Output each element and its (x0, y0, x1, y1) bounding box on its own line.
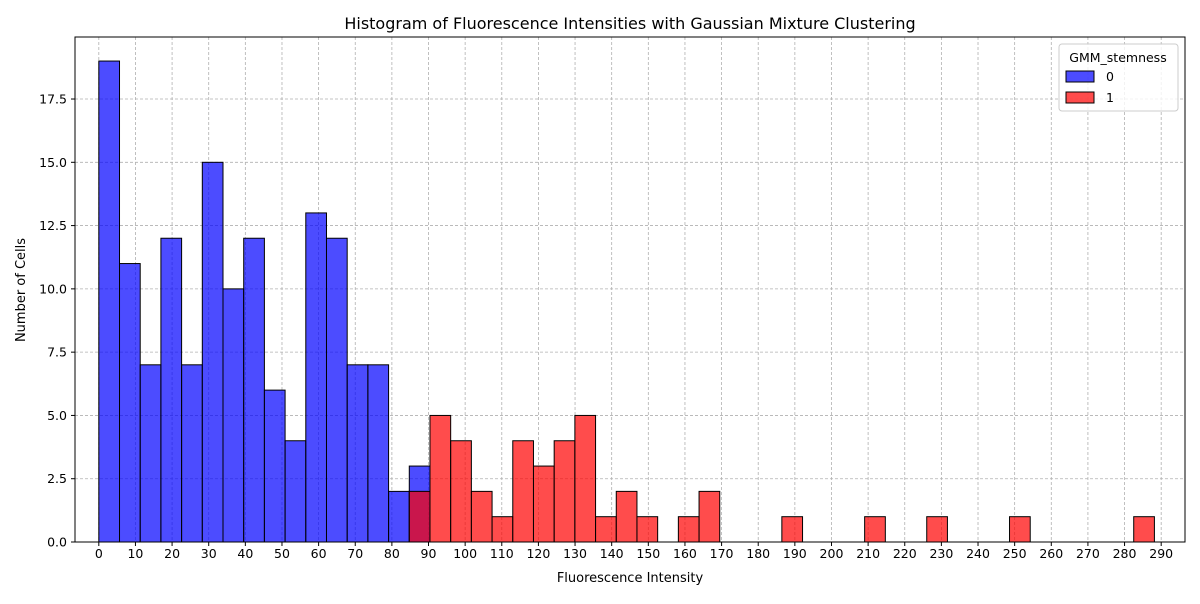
bar-series-1 (553, 440, 576, 543)
bar-series-0 (222, 288, 245, 543)
y-tick-label: 15.0 (39, 155, 67, 170)
x-tick-label: 210 (856, 546, 880, 561)
y-tick-label: 10.0 (39, 281, 67, 296)
bar-series-1 (429, 414, 452, 543)
bar-series-1 (677, 516, 700, 543)
bar-series-1 (1009, 516, 1031, 543)
bar-series-0 (388, 490, 410, 543)
x-tick-label: 170 (710, 546, 734, 561)
x-tick-label: 130 (563, 546, 587, 561)
x-tick-label: 160 (673, 546, 697, 561)
x-tick-label: 90 (421, 546, 437, 561)
x-tick-label: 260 (1039, 546, 1063, 561)
bar-series-1 (864, 516, 886, 543)
x-tick-label: 200 (820, 546, 844, 561)
bar-series-0 (181, 364, 203, 543)
bar-series-0 (263, 389, 286, 543)
legend-title: GMM_stemness (1069, 50, 1166, 65)
bar-series-1 (926, 516, 948, 543)
legend-label: 1 (1106, 90, 1114, 105)
bar-series-1 (574, 414, 597, 543)
histogram-bars (98, 60, 1155, 543)
legend: GMM_stemness 01 (1058, 43, 1179, 112)
x-tick-label: 270 (1076, 546, 1100, 561)
x-tick-label: 110 (490, 546, 514, 561)
x-tick-label: 30 (201, 546, 217, 561)
x-tick-label: 50 (274, 546, 290, 561)
bar-series-0 (346, 364, 369, 543)
legend-swatch (1065, 91, 1095, 104)
bar-series-0 (98, 60, 121, 543)
bar-series-0 (325, 237, 348, 543)
bar-series-1 (615, 490, 638, 543)
bar-series-0 (305, 212, 327, 543)
x-tick-label: 20 (164, 546, 180, 561)
x-tick-label: 80 (384, 546, 400, 561)
x-tick-label: 180 (746, 546, 770, 561)
bar-series-0 (367, 364, 390, 543)
chart-title: Histogram of Fluorescence Intensities wi… (344, 14, 915, 33)
y-tick-label: 17.5 (39, 92, 67, 107)
x-tick-label: 60 (311, 546, 327, 561)
legend-swatch (1065, 70, 1095, 83)
x-tick-label: 40 (237, 546, 253, 561)
bar-series-1 (512, 440, 534, 543)
x-axis-label: Fluorescence Intensity (557, 571, 704, 586)
bar-series-1 (781, 516, 804, 543)
bar-series-0 (284, 440, 307, 543)
x-tick-label: 0 (95, 546, 103, 561)
x-tick-label: 150 (636, 546, 660, 561)
bar-series-1 (532, 465, 555, 543)
bar-series-0 (160, 237, 183, 543)
bar-series-1 (636, 516, 659, 543)
bar-series-1 (408, 490, 431, 543)
plot-frame (74, 36, 1186, 543)
x-tick-label: 120 (526, 546, 550, 561)
bar-series-1 (698, 490, 721, 543)
x-tick-label: 250 (1003, 546, 1027, 561)
x-tick-label: 290 (1149, 546, 1173, 561)
x-tick-label: 70 (347, 546, 363, 561)
y-tick-label: 5.0 (47, 408, 67, 423)
x-tick-label: 140 (600, 546, 624, 561)
x-tick-label: 10 (127, 546, 143, 561)
x-tick-label: 240 (966, 546, 990, 561)
y-tick-label: 7.5 (47, 345, 67, 360)
bar-series-1 (450, 440, 472, 543)
bar-series-1 (595, 516, 617, 543)
x-tick-label: 280 (1113, 546, 1137, 561)
y-tick-label: 0.0 (47, 535, 67, 550)
x-tick-label: 190 (783, 546, 807, 561)
x-tick-label: 100 (453, 546, 477, 561)
y-axis-ticks: 0.0 2.5 5.0 7.5 10.0 12.5 15.0 17.5 (39, 92, 75, 550)
legend-label: 0 (1106, 69, 1114, 84)
bar-series-1 (1133, 516, 1155, 543)
x-axis-ticks: 0 10 20 30 40 50 60 70 80 90 100 110 120 130 140 150 160… (95, 542, 1173, 561)
y-tick-label: 2.5 (47, 471, 67, 486)
legend-entries: 01 (1065, 69, 1114, 105)
x-tick-label: 220 (893, 546, 917, 561)
bar-series-1 (491, 516, 514, 543)
bar-series-0 (243, 237, 265, 543)
bar-series-0 (139, 364, 162, 543)
y-axis-label: Number of Cells (14, 238, 29, 342)
bar-series-1 (470, 490, 493, 543)
bar-series-0 (119, 263, 141, 543)
bar-series-0 (201, 161, 224, 543)
x-tick-label: 230 (929, 546, 953, 561)
y-tick-label: 12.5 (39, 218, 67, 233)
